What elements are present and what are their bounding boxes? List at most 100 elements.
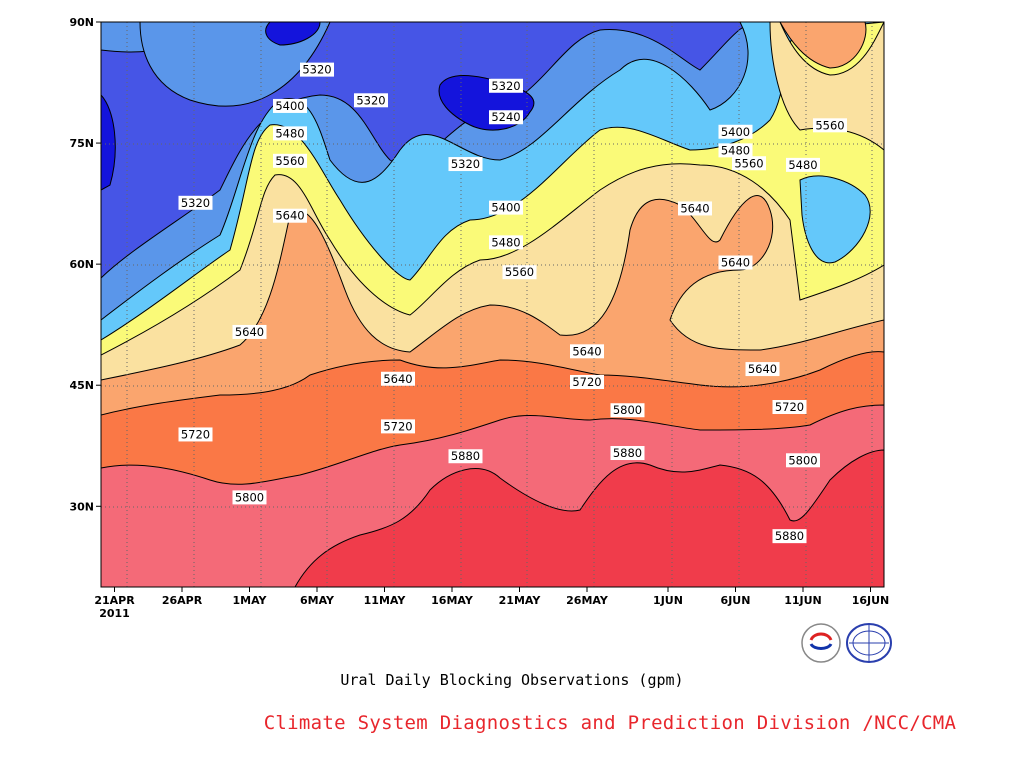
- contour-label: 5640: [273, 208, 307, 223]
- contour-label-text: 5560: [734, 156, 763, 170]
- contour-label: 5880: [772, 529, 807, 544]
- y-tick-label: 90N: [69, 16, 94, 29]
- contour-label-text: 5560: [275, 154, 304, 168]
- band-below-5240-c: [101, 94, 116, 191]
- contour-label-text: 5560: [505, 265, 534, 279]
- x-tick-label: 16JUN: [852, 594, 890, 607]
- contour-label-text: 5320: [491, 79, 520, 93]
- axis-layer: 30N 45N 60N 75N 90N 21APR 26APR 1MAY 6MAY 11MAY 16…: [69, 16, 889, 620]
- contour-label: 5720: [772, 400, 807, 415]
- pocket-5640-jun: [779, 22, 867, 69]
- contour-label-text: 5720: [572, 375, 601, 389]
- contour-label-text: 5640: [572, 344, 601, 358]
- contour-label: 5480: [718, 143, 753, 158]
- contour-label-text: 5480: [275, 126, 304, 140]
- contour-label-layer: 5320532053205240540054805560564053205320…: [178, 62, 847, 544]
- x-tick-label: 26MAY: [566, 594, 609, 607]
- contour-label-text: 5640: [275, 209, 304, 223]
- contour-label-text: 5480: [788, 158, 817, 172]
- contour-label: 5480: [273, 126, 307, 141]
- contour-label: 5720: [570, 374, 604, 389]
- contour-label: 5560: [813, 118, 847, 133]
- footer-credit: Climate System Diagnostics and Predictio…: [263, 712, 957, 734]
- plot-frame: [100, 21, 885, 588]
- grid-lines: [101, 22, 884, 587]
- contour-label: 5320: [354, 93, 388, 108]
- contour-label-text: 5880: [451, 449, 480, 463]
- contour-label: 5400: [273, 98, 307, 113]
- contour-label-text: 5560: [815, 118, 844, 132]
- contour-label: 5800: [232, 490, 267, 505]
- contour-label: 5320: [489, 78, 523, 93]
- band-below-5240-b: [265, 22, 321, 46]
- contour-label: 5640: [718, 255, 753, 270]
- pocket-5400-5480-jun: [799, 175, 871, 264]
- x-tick-label: 1MAY: [232, 594, 267, 607]
- contour-label: 5400: [718, 125, 753, 139]
- contour-label: 5560: [502, 265, 537, 280]
- contour-label-text: 5640: [680, 201, 709, 215]
- contour-label: 5800: [786, 453, 820, 468]
- contour-label: 5880: [448, 449, 483, 464]
- contour-label: 5640: [570, 344, 604, 359]
- pocket-5560-jun: [769, 22, 884, 151]
- y-tick-label: 75N: [69, 137, 94, 150]
- bcc-logo: [801, 623, 841, 663]
- x-tick-label: 1JUN: [653, 594, 683, 607]
- contour-label: 5480: [786, 157, 820, 172]
- contour-label-text: 5480: [491, 235, 520, 249]
- contour-label-text: 5400: [491, 201, 520, 215]
- contour-label: 5720: [178, 427, 213, 442]
- contour-label-text: 5240: [491, 110, 520, 124]
- contour-label-text: 5320: [356, 93, 385, 107]
- contour-label: 5640: [232, 324, 267, 339]
- contour-label-text: 5640: [383, 372, 412, 386]
- band-5880-plus: [294, 449, 884, 587]
- x-tick-label: 26APR: [162, 594, 203, 607]
- contour-label-text: 5640: [721, 256, 750, 270]
- x-year-label: 2011: [99, 607, 130, 620]
- contour-label-text: 5800: [235, 490, 264, 504]
- contour-label-text: 5480: [721, 143, 750, 157]
- contour-fill: [101, 22, 884, 587]
- contour-label: 5480: [489, 235, 523, 250]
- contour-label: 5560: [732, 156, 766, 171]
- contour-label: 5640: [381, 371, 415, 386]
- contour-label-text: 5880: [775, 529, 804, 543]
- contour-label-text: 5320: [451, 157, 480, 171]
- contour-label: 5320: [178, 195, 213, 210]
- x-tick-label: 6JUN: [721, 594, 751, 607]
- chart-title: Ural Daily Blocking Observations (gpm): [340, 671, 684, 689]
- contour-label-text: 5800: [613, 403, 642, 417]
- x-tick-label: 21APR: [94, 594, 135, 607]
- contour-label-text: 5640: [235, 325, 264, 339]
- contour-label: 5880: [610, 446, 645, 461]
- contour-label: 5320: [300, 62, 334, 77]
- contour-label: 5240: [489, 110, 523, 125]
- contour-label: 5560: [273, 153, 307, 168]
- y-tick-label: 45N: [69, 379, 94, 392]
- contour-label: 5800: [610, 403, 645, 418]
- x-tick-label: 16MAY: [431, 594, 474, 607]
- contour-label-text: 5400: [721, 125, 750, 139]
- contour-label-text: 5880: [613, 446, 642, 460]
- contour-label-text: 5640: [748, 362, 777, 376]
- contour-label: 5640: [678, 201, 712, 216]
- y-tick-label: 30N: [69, 500, 94, 513]
- x-tick-label: 6MAY: [300, 594, 335, 607]
- contour-label-text: 5320: [181, 196, 210, 210]
- contour-label-text: 5720: [775, 400, 804, 414]
- contour-label-text: 5400: [275, 99, 304, 113]
- x-tick-label: 21MAY: [499, 594, 542, 607]
- ncc-logo: [846, 623, 892, 663]
- contour-label: 5400: [489, 200, 523, 215]
- contour-label: 5640: [745, 362, 780, 377]
- x-tick-label: 11MAY: [364, 594, 407, 607]
- contour-label-text: 5720: [181, 427, 210, 441]
- x-tick-label: 11JUN: [784, 594, 822, 607]
- contour-label-text: 5320: [302, 63, 331, 77]
- contour-label-text: 5720: [383, 419, 412, 433]
- contour-label-text: 5800: [788, 453, 817, 467]
- contour-label: 5720: [381, 419, 415, 434]
